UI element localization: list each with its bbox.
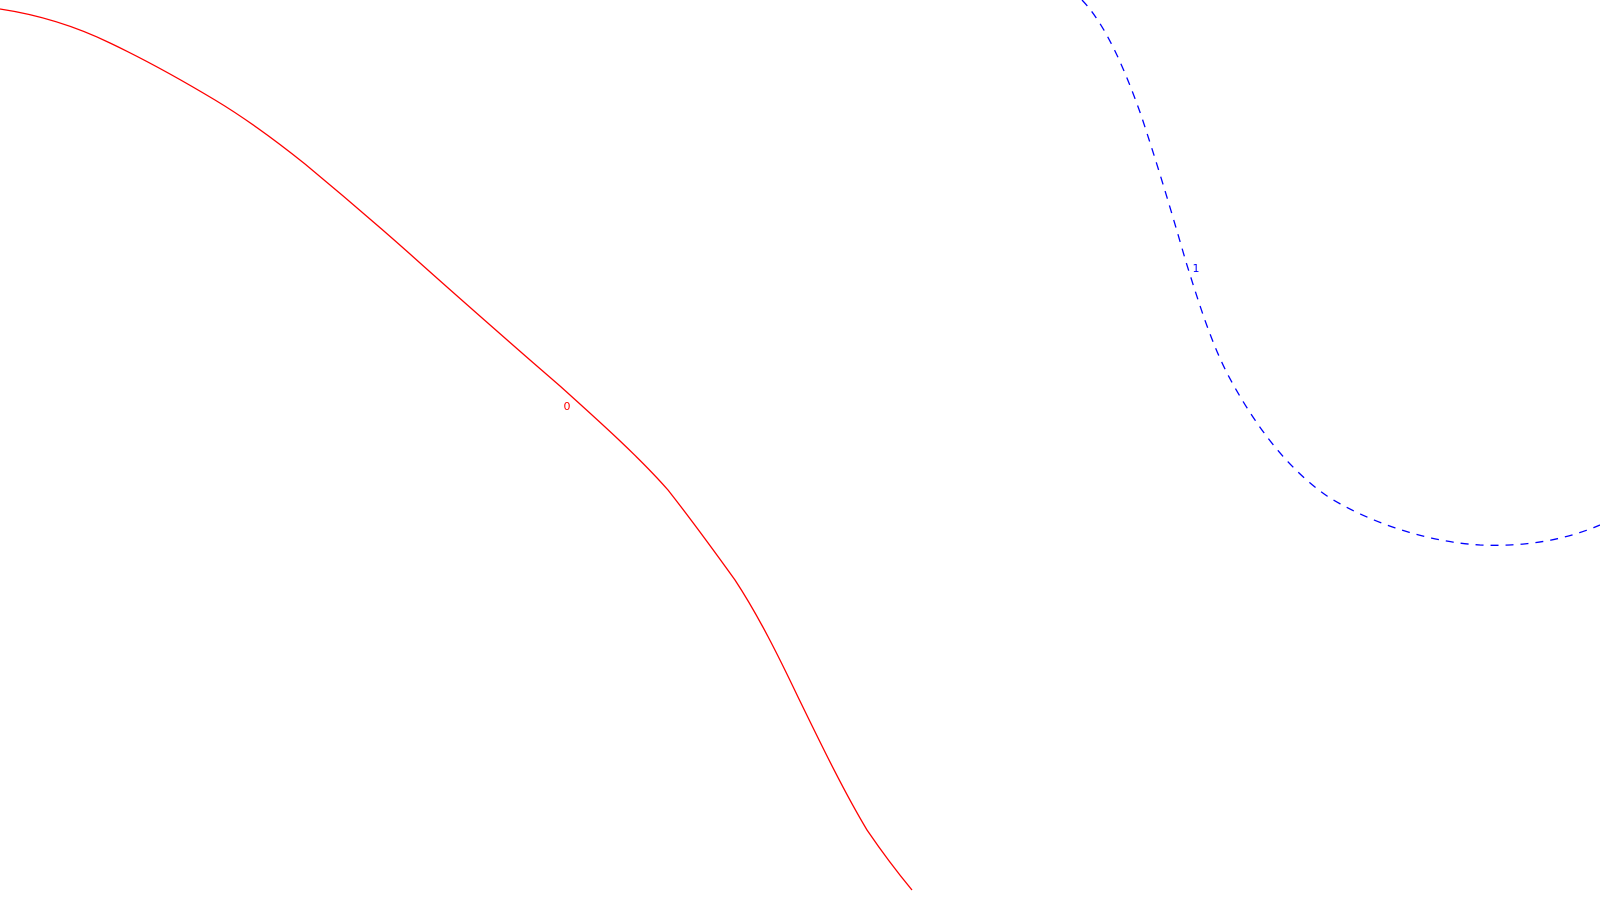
contour-label-1: 1 [1193, 262, 1200, 275]
contour-label-0: 0 [564, 400, 571, 413]
contour-line-0 [0, 8, 913, 891]
contour-line-1 [1081, 0, 1600, 546]
